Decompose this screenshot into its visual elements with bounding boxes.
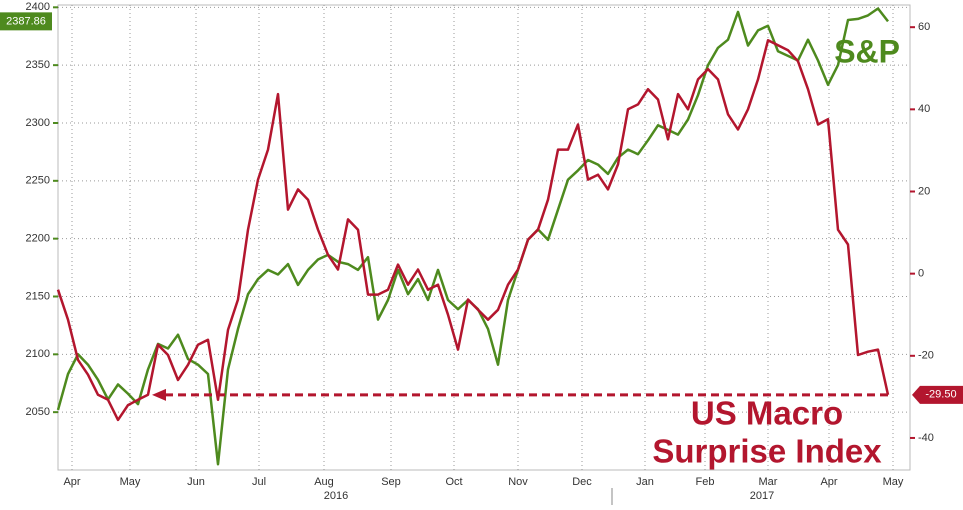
- series-line: [56, 39, 890, 422]
- x-tick-label: Jul: [252, 476, 266, 488]
- x-tick-label: Mar: [759, 476, 778, 488]
- year-label: 2016: [324, 490, 348, 502]
- value-badge-label: 2387.86: [6, 15, 46, 27]
- plot-frame: [57, 4, 911, 471]
- series-annotation: US Macro: [691, 395, 843, 432]
- y-tick-label: 2250: [26, 175, 50, 187]
- arrow-head: [152, 388, 166, 401]
- value-badge: [912, 385, 963, 404]
- x-tick-label: May: [883, 476, 904, 488]
- y2-tick-label: 60: [918, 21, 930, 33]
- value-badge: [0, 12, 52, 31]
- x-tick-label: Jan: [636, 476, 654, 488]
- x-tick-label: Apr: [820, 476, 837, 488]
- x-tick-label: May: [120, 476, 141, 488]
- x-tick-label: Aug: [314, 476, 334, 488]
- y2-tick-label: 20: [918, 185, 930, 197]
- x-tick-label: Feb: [696, 476, 715, 488]
- y-tick-label: 2400: [26, 1, 50, 13]
- y2-tick-label: -20: [918, 350, 934, 362]
- x-tick-label: Dec: [572, 476, 592, 488]
- y-tick-label: 2300: [26, 117, 50, 129]
- y-tick-label: 2050: [26, 406, 50, 418]
- y2-tick-label: 0: [918, 268, 924, 280]
- y-tick-label: 2150: [26, 290, 50, 302]
- y-tick-label: 2200: [26, 233, 50, 245]
- series-annotation: Surprise Index: [652, 433, 882, 470]
- value-badge-label: -29.50: [925, 389, 956, 401]
- x-tick-label: Sep: [381, 476, 401, 488]
- year-label: 2017: [750, 490, 774, 502]
- x-tick-label: Jun: [187, 476, 205, 488]
- x-tick-label: Oct: [445, 476, 462, 488]
- x-tick-label: Nov: [508, 476, 528, 488]
- y2-tick-label: 40: [918, 103, 930, 115]
- y-tick-label: 2350: [26, 59, 50, 71]
- series-annotation: S&P: [834, 33, 900, 69]
- y-tick-label: 2100: [26, 348, 50, 360]
- x-tick-label: Apr: [63, 476, 80, 488]
- y2-tick-label: -40: [918, 432, 934, 444]
